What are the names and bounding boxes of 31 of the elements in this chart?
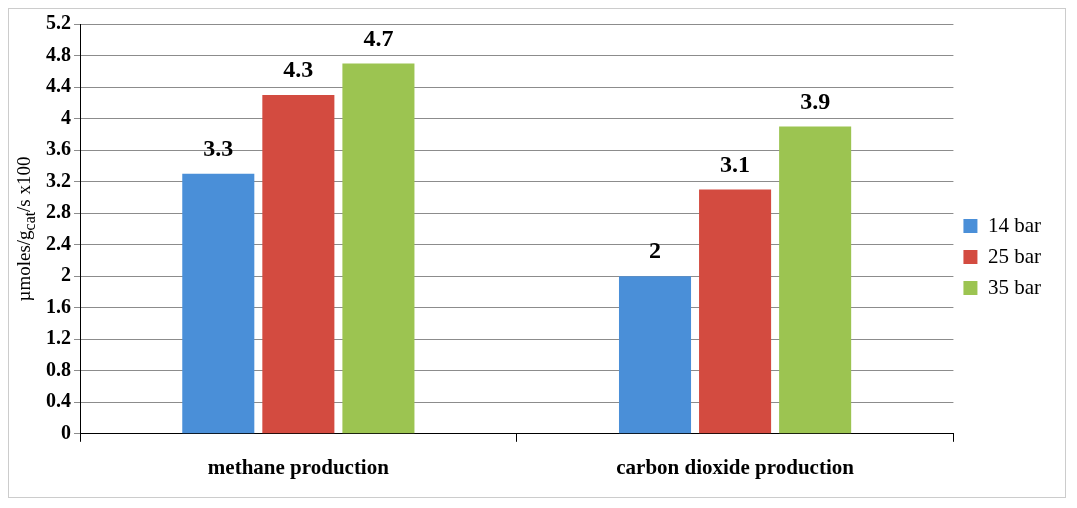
bar bbox=[182, 173, 255, 434]
data-label: 3.1 bbox=[720, 150, 751, 177]
data-label: 3.9 bbox=[800, 87, 831, 114]
y-tick-label: 4.8 bbox=[46, 42, 71, 65]
y-tick-label: 0.4 bbox=[46, 389, 71, 412]
bar bbox=[262, 94, 335, 434]
legend-label: 25 bar bbox=[987, 243, 1042, 268]
bar bbox=[779, 126, 852, 434]
data-label: 3.3 bbox=[203, 134, 234, 161]
x-tick-label: methane production bbox=[207, 454, 390, 479]
x-tick-label: carbon dioxide production bbox=[616, 454, 855, 479]
bar bbox=[342, 63, 415, 434]
legend-label: 35 bar bbox=[987, 274, 1042, 299]
y-tick-label: 2.4 bbox=[46, 231, 71, 254]
data-label: 2 bbox=[649, 237, 662, 264]
y-tick-label: 0 bbox=[61, 420, 71, 443]
y-tick-label: 3.6 bbox=[46, 137, 71, 160]
y-tick-label: 2.8 bbox=[46, 200, 71, 223]
y-tick-label: 4.4 bbox=[46, 74, 71, 97]
bar bbox=[618, 276, 692, 434]
data-label: 4.3 bbox=[283, 56, 314, 83]
legend-label: 14 bar bbox=[987, 212, 1042, 237]
y-tick-label: 3.2 bbox=[46, 168, 71, 191]
data-label: 4.7 bbox=[363, 24, 394, 51]
y-tick-label: 1.6 bbox=[46, 294, 71, 317]
y-tick-label: 1.2 bbox=[46, 326, 71, 349]
y-tick-label: 2 bbox=[61, 263, 71, 286]
y-tick-label: 4 bbox=[61, 105, 71, 128]
bar bbox=[699, 189, 772, 434]
y-tick-label: 0.8 bbox=[46, 357, 71, 380]
y-tick-label: 5.2 bbox=[46, 11, 71, 34]
